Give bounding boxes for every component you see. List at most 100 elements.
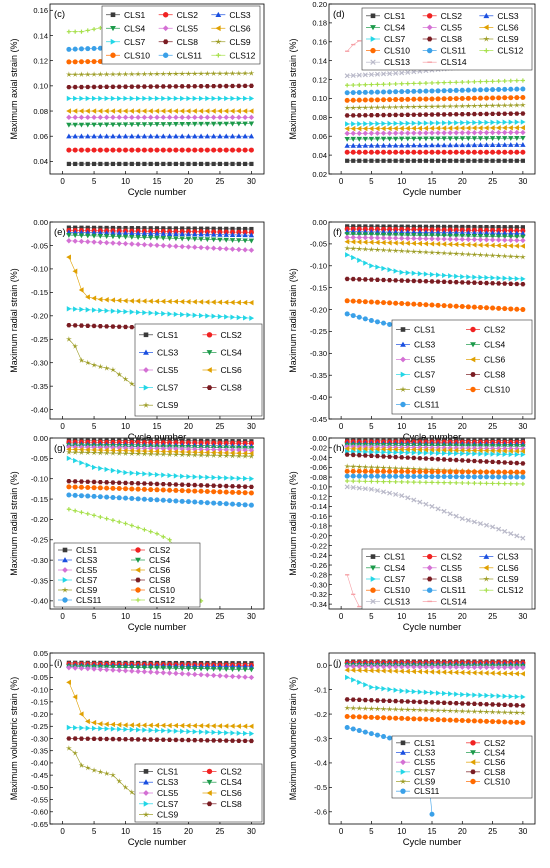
data-point [484,702,490,707]
data-point [72,479,78,484]
data-point [387,267,393,273]
legend-box [361,548,533,610]
data-point [122,240,129,247]
y-tick-label: -0.30 [31,734,48,743]
data-point [179,70,186,77]
data-point [387,89,393,95]
data-point [411,688,417,695]
data-point [489,448,495,454]
data-point [160,84,166,89]
data-point [387,71,393,77]
data-point [362,149,368,155]
data-point [179,666,185,672]
data-point [399,449,405,456]
data-point [104,324,110,329]
data-point [459,130,465,136]
data-point [224,95,229,102]
series-cls11 [344,473,526,480]
data-point [129,448,134,454]
data-point [242,121,248,127]
data-point [91,361,98,368]
data-point [387,735,393,741]
series-cls4 [344,136,526,142]
data-point [110,667,116,673]
data-point [135,737,141,742]
legend-label: CLS7 [124,37,146,47]
data-point [122,376,129,382]
data-point [393,715,399,721]
data-point [495,129,502,136]
data-point [502,149,508,155]
data-point [167,728,173,734]
data-point [344,446,350,452]
data-point [369,82,374,87]
data-point [435,149,441,155]
data-point [357,82,362,87]
legend-label: CLS3 [497,552,519,562]
data-point [393,454,399,460]
legend-label: CLS6 [484,757,506,767]
data-point [514,119,520,125]
data-point [66,122,72,128]
data-point [459,102,466,109]
data-point [435,236,441,242]
data-point [423,240,429,247]
data-point [91,719,97,726]
data-point [459,230,465,235]
data-point [477,447,483,454]
data-point [411,112,417,117]
data-point [381,479,386,484]
data-point [392,247,399,254]
data-point [110,230,116,236]
data-point [167,161,172,167]
x-tick-label: 15 [153,422,162,431]
data-point [496,451,502,457]
data-point [399,446,404,453]
data-point [78,229,85,235]
data-point [484,224,489,230]
data-point [356,705,363,711]
data-point [117,519,122,524]
data-point [344,113,350,118]
x-tick-label: 15 [428,422,437,431]
data-point [441,474,447,480]
data-point [229,121,236,127]
series-line [347,144,523,146]
data-point [429,136,435,142]
series-cls14 [345,40,362,52]
data-point [185,133,192,139]
data-point [496,275,502,281]
data-point [465,130,472,136]
data-point [453,142,459,148]
y-tick-label: 0.14 [33,31,48,40]
data-point [489,102,496,109]
data-point [369,684,375,690]
y-tick-label: -0.30 [310,580,327,589]
data-point [520,95,526,100]
data-point [502,242,507,249]
data-point [350,276,356,282]
data-point [423,501,429,507]
data-point [508,142,514,147]
data-point [148,298,153,304]
data-point [477,521,483,527]
data-point [204,452,211,458]
data-point [387,278,393,283]
data-point [495,242,501,249]
data-point [129,161,134,167]
data-point [344,136,350,142]
data-point [483,708,490,715]
data-point [514,448,519,454]
data-point [502,230,508,236]
data-point [223,114,229,121]
data-point [210,723,216,729]
data-point [471,102,478,109]
data-point [381,734,387,740]
legend-marker [206,367,212,373]
data-point [117,726,122,732]
data-point [345,252,350,258]
data-point [405,699,411,704]
data-point [399,688,405,694]
data-point [483,447,489,454]
data-point [79,460,85,466]
